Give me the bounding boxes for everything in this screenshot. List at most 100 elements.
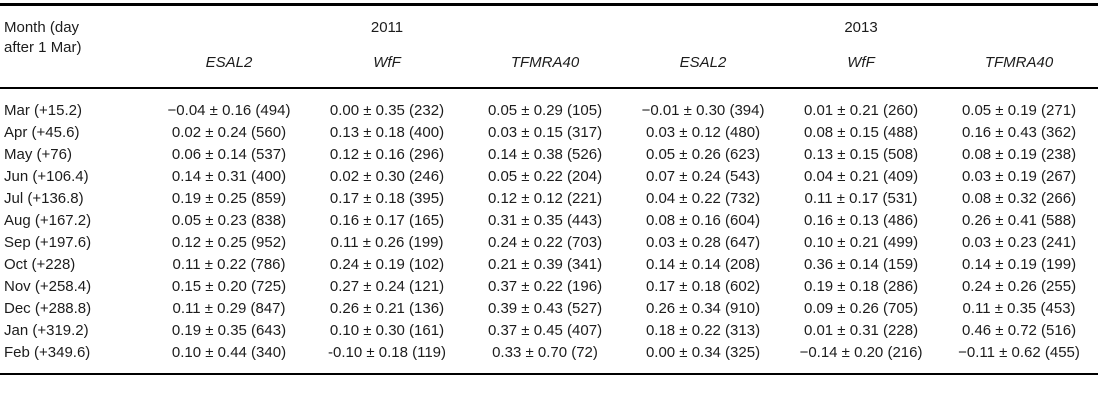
value-cell-esal2-2013: 0.00 ± 0.34 (325)	[645, 344, 761, 361]
column-header-tfmra40-2013: TFMRA40	[984, 54, 1054, 71]
value-cell-wff-2013: −0.14 ± 0.20 (216)	[799, 344, 923, 361]
table-row: May (+76) 0.06 ± 0.14 (537) 0.12 ± 0.16 …	[0, 144, 1098, 166]
month-header-line2: after 1 Mar)	[4, 39, 82, 56]
value-cell-esal2-2013: 0.04 ± 0.22 (732)	[645, 190, 761, 207]
month-cell: Jul (+136.8)	[4, 190, 84, 207]
table-row: Jul (+136.8) 0.19 ± 0.25 (859) 0.17 ± 0.…	[0, 188, 1098, 210]
value-cell-tfmra40-2013: 0.05 ± 0.19 (271)	[961, 102, 1077, 119]
table-row: Apr (+45.6) 0.02 ± 0.24 (560) 0.13 ± 0.1…	[0, 122, 1098, 144]
value-cell-wff-2013: 0.01 ± 0.21 (260)	[803, 102, 919, 119]
table-row: Aug (+167.2) 0.05 ± 0.23 (838) 0.16 ± 0.…	[0, 210, 1098, 232]
value-cell-wff-2011: 0.13 ± 0.18 (400)	[329, 124, 445, 141]
value-cell-tfmra40-2013: 0.46 ± 0.72 (516)	[961, 322, 1077, 339]
paper-table-container: Month (day after 1 Mar) 2011 2013 ESAL2 …	[0, 3, 1098, 375]
value-cell-wff-2013: 0.10 ± 0.21 (499)	[803, 234, 919, 251]
value-cell-esal2-2013: 0.26 ± 0.34 (910)	[645, 300, 761, 317]
value-cell-tfmra40-2011: 0.39 ± 0.43 (527)	[487, 300, 603, 317]
value-cell-esal2-2013: 0.03 ± 0.28 (647)	[645, 234, 761, 251]
value-cell-tfmra40-2011: 0.05 ± 0.29 (105)	[487, 102, 603, 119]
value-cell-wff-2013: 0.13 ± 0.15 (508)	[803, 146, 919, 163]
value-cell-tfmra40-2011: 0.31 ± 0.35 (443)	[487, 212, 603, 229]
value-cell-tfmra40-2011: 0.05 ± 0.22 (204)	[487, 168, 603, 185]
month-cell: Mar (+15.2)	[4, 102, 82, 119]
table-header: Month (day after 1 Mar) 2011 2013 ESAL2 …	[0, 5, 1098, 88]
value-cell-wff-2011: 0.16 ± 0.17 (165)	[329, 212, 445, 229]
value-cell-wff-2011: 0.00 ± 0.35 (232)	[329, 102, 445, 119]
value-cell-esal2-2013: −0.01 ± 0.30 (394)	[641, 102, 765, 119]
month-cell: Oct (+228)	[4, 256, 76, 273]
value-cell-esal2-2011: 0.19 ± 0.35 (643)	[171, 322, 287, 339]
value-cell-wff-2011: -0.10 ± 0.18 (119)	[327, 344, 447, 361]
value-cell-tfmra40-2013: 0.03 ± 0.19 (267)	[961, 168, 1077, 185]
table-row: Jan (+319.2) 0.19 ± 0.35 (643) 0.10 ± 0.…	[0, 320, 1098, 342]
column-header-esal2-2013: ESAL2	[679, 54, 727, 71]
month-cell: Dec (+288.8)	[4, 300, 92, 317]
value-cell-wff-2013: 0.36 ± 0.14 (159)	[803, 256, 919, 273]
value-cell-wff-2013: 0.11 ± 0.17 (531)	[804, 190, 918, 207]
column-header-row: ESAL2 WfF TFMRA40 ESAL2 WfF TFMRA40	[0, 38, 1098, 88]
value-cell-esal2-2013: 0.05 ± 0.26 (623)	[645, 146, 761, 163]
value-cell-esal2-2011: 0.06 ± 0.14 (537)	[171, 146, 287, 163]
column-header-esal2-2011: ESAL2	[205, 54, 253, 71]
value-cell-wff-2013: 0.19 ± 0.18 (286)	[803, 278, 919, 295]
value-cell-wff-2013: 0.04 ± 0.21 (409)	[803, 168, 919, 185]
value-cell-wff-2011: 0.26 ± 0.21 (136)	[329, 300, 445, 317]
table-row: Oct (+228) 0.11 ± 0.22 (786) 0.24 ± 0.19…	[0, 254, 1098, 276]
value-cell-wff-2011: 0.02 ± 0.30 (246)	[329, 168, 445, 185]
value-cell-tfmra40-2013: −0.11 ± 0.62 (455)	[958, 344, 1080, 361]
month-cell: Feb (+349.6)	[4, 344, 91, 361]
table-row: Dec (+288.8) 0.11 ± 0.29 (847) 0.26 ± 0.…	[0, 298, 1098, 320]
month-cell: May (+76)	[4, 146, 72, 163]
value-cell-esal2-2011: 0.19 ± 0.25 (859)	[171, 190, 287, 207]
value-cell-esal2-2013: 0.08 ± 0.16 (604)	[645, 212, 761, 229]
value-cell-wff-2013: 0.09 ± 0.26 (705)	[803, 300, 919, 317]
value-cell-esal2-2013: 0.18 ± 0.22 (313)	[645, 322, 761, 339]
table-body: Mar (+15.2) −0.04 ± 0.16 (494) 0.00 ± 0.…	[0, 88, 1098, 374]
value-cell-wff-2011: 0.27 ± 0.24 (121)	[329, 278, 445, 295]
value-cell-esal2-2011: 0.11 ± 0.29 (847)	[172, 300, 286, 317]
year-header-2013: 2013	[844, 19, 878, 36]
value-cell-esal2-2011: 0.02 ± 0.24 (560)	[171, 124, 287, 141]
value-cell-tfmra40-2011: 0.37 ± 0.45 (407)	[487, 322, 603, 339]
value-cell-esal2-2011: 0.10 ± 0.44 (340)	[171, 344, 287, 361]
month-column-header: Month (day after 1 Mar)	[0, 5, 150, 89]
year-header-row: Month (day after 1 Mar) 2011 2013	[0, 5, 1098, 56]
value-cell-esal2-2013: 0.03 ± 0.12 (480)	[645, 124, 761, 141]
month-cell: Sep (+197.6)	[4, 234, 92, 251]
results-table: Month (day after 1 Mar) 2011 2013 ESAL2 …	[0, 3, 1098, 375]
value-cell-tfmra40-2011: 0.21 ± 0.39 (341)	[487, 256, 603, 273]
year-header-2011: 2011	[370, 19, 404, 36]
month-cell: Apr (+45.6)	[4, 124, 80, 141]
value-cell-wff-2011: 0.17 ± 0.18 (395)	[329, 190, 445, 207]
month-cell: Nov (+258.4)	[4, 278, 92, 295]
value-cell-wff-2013: 0.16 ± 0.13 (486)	[803, 212, 919, 229]
value-cell-tfmra40-2013: 0.26 ± 0.41 (588)	[961, 212, 1077, 229]
value-cell-tfmra40-2013: 0.16 ± 0.43 (362)	[961, 124, 1077, 141]
column-header-wff-2011: WfF	[373, 54, 401, 71]
table-row: Nov (+258.4) 0.15 ± 0.20 (725) 0.27 ± 0.…	[0, 276, 1098, 298]
value-cell-wff-2011: 0.24 ± 0.19 (102)	[329, 256, 445, 273]
value-cell-tfmra40-2011: 0.37 ± 0.22 (196)	[487, 278, 603, 295]
value-cell-wff-2013: 0.01 ± 0.31 (228)	[803, 322, 919, 339]
column-header-wff-2013: WfF	[847, 54, 875, 71]
value-cell-esal2-2011: 0.11 ± 0.22 (786)	[172, 256, 286, 273]
value-cell-esal2-2011: −0.04 ± 0.16 (494)	[167, 102, 291, 119]
value-cell-esal2-2011: 0.05 ± 0.23 (838)	[171, 212, 287, 229]
value-cell-esal2-2013: 0.17 ± 0.18 (602)	[645, 278, 761, 295]
value-cell-tfmra40-2011: 0.24 ± 0.22 (703)	[487, 234, 603, 251]
value-cell-esal2-2011: 0.15 ± 0.20 (725)	[171, 278, 287, 295]
value-cell-wff-2011: 0.12 ± 0.16 (296)	[329, 146, 445, 163]
table-row: Sep (+197.6) 0.12 ± 0.25 (952) 0.11 ± 0.…	[0, 232, 1098, 254]
table-row: Mar (+15.2) −0.04 ± 0.16 (494) 0.00 ± 0.…	[0, 88, 1098, 122]
month-header-line1: Month (day	[4, 19, 80, 36]
value-cell-wff-2011: 0.10 ± 0.30 (161)	[329, 322, 445, 339]
value-cell-tfmra40-2011: 0.12 ± 0.12 (221)	[487, 190, 603, 207]
month-cell: Jun (+106.4)	[4, 168, 89, 185]
month-cell: Jan (+319.2)	[4, 322, 89, 339]
value-cell-tfmra40-2011: 0.14 ± 0.38 (526)	[487, 146, 603, 163]
table-row: Jun (+106.4) 0.14 ± 0.31 (400) 0.02 ± 0.…	[0, 166, 1098, 188]
value-cell-esal2-2011: 0.14 ± 0.31 (400)	[171, 168, 287, 185]
column-header-tfmra40-2011: TFMRA40	[510, 54, 580, 71]
value-cell-esal2-2013: 0.14 ± 0.14 (208)	[645, 256, 761, 273]
value-cell-tfmra40-2013: 0.08 ± 0.32 (266)	[961, 190, 1077, 207]
